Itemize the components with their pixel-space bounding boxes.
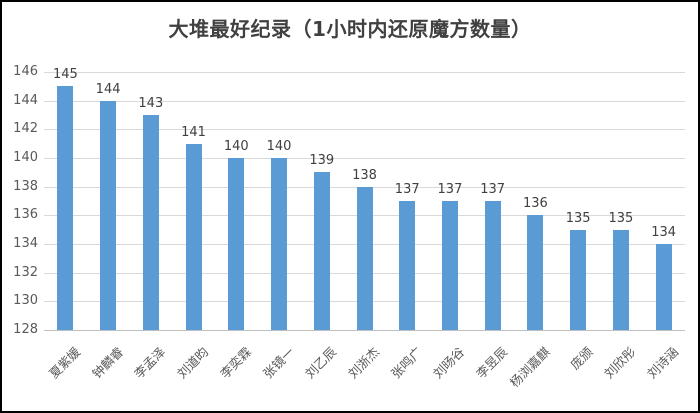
y-axis-tick-label: 144 xyxy=(13,92,38,108)
y-axis-tick-label: 142 xyxy=(13,121,38,137)
bar-value-label: 145 xyxy=(52,67,78,83)
chart-title: 大堆最好纪录（1小时内还原魔方数量） xyxy=(168,17,532,41)
gridline xyxy=(44,100,685,102)
bar-value-label: 139 xyxy=(309,153,335,169)
x-axis-category-label: 刘诗涵 xyxy=(644,344,682,382)
x-axis-category-label: 刘道昀 xyxy=(174,344,212,382)
bar xyxy=(527,215,544,330)
bar-value-label: 138 xyxy=(352,167,377,183)
bar xyxy=(570,229,587,330)
x-axis-category-label: 庞颁 xyxy=(567,344,596,373)
bar xyxy=(142,115,159,330)
y-axis-tick-label: 146 xyxy=(13,64,38,79)
x-axis-category-label: 刘乙辰 xyxy=(302,344,340,382)
y-axis-tick-label: 130 xyxy=(13,293,38,309)
bar xyxy=(228,158,245,330)
bar xyxy=(313,172,330,330)
x-axis-category-label: 张镜一 xyxy=(259,344,297,382)
bar-value-label: 137 xyxy=(480,182,506,197)
y-axis-tick-label: 134 xyxy=(13,236,38,251)
gridline xyxy=(44,129,685,131)
bar xyxy=(100,100,117,330)
bar-value-label: 137 xyxy=(437,182,463,197)
bar-value-label: 140 xyxy=(266,139,292,154)
x-axis-category-label: 张鸣广 xyxy=(387,344,425,382)
gridline xyxy=(44,72,685,73)
x-axis-category-label: 李奕霖 xyxy=(216,344,255,382)
x-axis-category-label: 夏紫媛 xyxy=(45,344,84,382)
x-axis-line xyxy=(44,330,685,331)
x-axis-category-label: 钟麟睿 xyxy=(88,344,126,382)
x-axis-category-label: 刘旸谷 xyxy=(430,344,468,382)
y-axis-tick-label: 140 xyxy=(13,150,38,165)
bar-value-label: 137 xyxy=(394,182,420,197)
y-axis-tick-label: 128 xyxy=(13,322,38,337)
bar xyxy=(612,229,629,330)
y-axis-tick-label: 132 xyxy=(13,264,38,280)
bar-value-label: 143 xyxy=(138,96,164,111)
bar xyxy=(655,244,672,330)
x-axis-category-label: 刘浙杰 xyxy=(345,344,383,382)
bar-value-label: 135 xyxy=(608,210,634,226)
x-axis-category-label: 李孟泽 xyxy=(131,344,169,382)
y-axis-tick-label: 136 xyxy=(13,207,38,223)
bar-value-label: 144 xyxy=(95,81,121,97)
x-axis-category-label: 杨浏嘉麒 xyxy=(507,344,554,391)
bar xyxy=(356,186,373,330)
gridline xyxy=(44,158,685,159)
bar xyxy=(484,201,501,330)
bar-value-label: 136 xyxy=(523,196,548,212)
x-axis-category-label: 刘欣彤 xyxy=(601,344,639,382)
bar-value-label: 135 xyxy=(565,210,591,226)
y-axis-tick-label: 138 xyxy=(13,178,38,194)
bar xyxy=(399,201,416,330)
bar xyxy=(271,158,288,330)
bar xyxy=(57,86,74,330)
bar xyxy=(185,143,202,330)
bar xyxy=(441,201,458,330)
bar-value-label: 140 xyxy=(223,139,249,154)
bar-value-label: 134 xyxy=(651,225,677,240)
bar-value-label: 141 xyxy=(181,124,206,140)
